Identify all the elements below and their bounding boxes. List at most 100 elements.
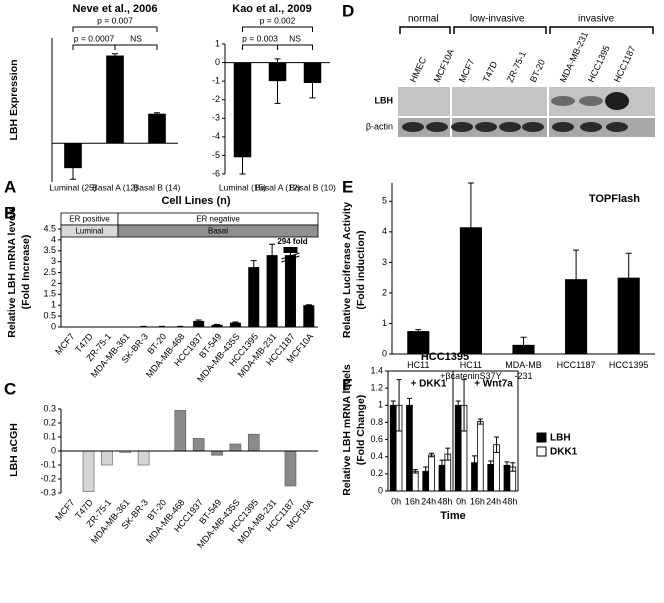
- band: [551, 96, 575, 106]
- chart-title: Neve et al., 2006: [72, 3, 157, 15]
- group-label: low-invasive: [470, 14, 525, 25]
- bar: [476, 421, 484, 492]
- y-tick-label: -0.1: [40, 459, 56, 469]
- bar: [174, 410, 187, 452]
- y-axis-label: LBH aCGH: [8, 423, 20, 477]
- row-label: β-actin: [366, 121, 393, 131]
- y-tick-label: 0: [378, 485, 383, 495]
- error-bar: [494, 436, 500, 453]
- y-tick-label: 2.5: [43, 267, 56, 277]
- bar: [229, 443, 242, 452]
- header-box: [117, 224, 319, 238]
- bracket: [114, 44, 158, 50]
- x-tick-label: 24h: [421, 496, 436, 506]
- band: [475, 122, 497, 132]
- bar: [411, 470, 419, 492]
- error-bar: [112, 53, 118, 58]
- lane-label: MCF7: [457, 57, 476, 83]
- y-tick-label: 0.2: [370, 468, 383, 478]
- group-label: normal: [408, 14, 439, 25]
- error-bar: [195, 319, 202, 323]
- error-bar: [423, 466, 429, 477]
- error-bar: [471, 455, 477, 471]
- panel-label: D: [342, 1, 354, 20]
- y-tick-label: 3.5: [43, 245, 56, 255]
- y-tick-label: 1.5: [43, 289, 56, 299]
- annotation: p = 0.002: [260, 15, 296, 25]
- bar: [211, 324, 223, 327]
- panel-label: C: [4, 379, 16, 398]
- y-tick-label: 1.2: [370, 383, 383, 393]
- y-tick-label: 0: [215, 57, 220, 67]
- y-axis-label: (Fold Increase): [20, 235, 32, 310]
- y-tick-label: 1: [51, 300, 56, 310]
- error-bar: [455, 400, 461, 411]
- x-tick-label: 0h: [456, 496, 466, 506]
- band: [451, 122, 473, 132]
- panel-label: F: [342, 375, 352, 394]
- y-tick-label: 4: [382, 226, 387, 236]
- bracket: [72, 44, 116, 50]
- x-tick-label: 48h: [502, 496, 517, 506]
- y-tick-label: -0.2: [40, 473, 56, 483]
- x-tick-label: 16h: [405, 496, 420, 506]
- group-label: invasive: [578, 14, 615, 25]
- error-bar: [520, 336, 527, 353]
- x-tick-label: 48h: [437, 496, 452, 506]
- x-tick-label: Basal A (12): [255, 182, 301, 192]
- x-tick-label: MCF7: [53, 331, 76, 356]
- x-tick-label: HCC1187: [557, 360, 596, 370]
- y-axis-label: (Fold induction): [355, 230, 367, 309]
- bar: [192, 438, 205, 452]
- x-tick-label: Basal B (10): [289, 182, 336, 192]
- y-tick-label: 0: [382, 348, 387, 358]
- x-tick-label: Luminal (25): [49, 182, 96, 192]
- y-tick-label: -5: [212, 150, 220, 160]
- bar: [229, 322, 241, 327]
- bar: [193, 320, 205, 327]
- lane-label: T47D: [481, 59, 500, 84]
- error-bar: [309, 67, 316, 99]
- error-bar: [510, 462, 516, 472]
- row-label: LBH: [375, 95, 394, 105]
- y-tick-label: 0.8: [370, 417, 383, 427]
- lane-label: ZR-75-1: [505, 50, 528, 84]
- bar: [565, 279, 588, 354]
- band: [522, 122, 544, 132]
- x-tick-label: 0h: [391, 496, 401, 506]
- y-tick-label: 5: [382, 196, 387, 206]
- y-tick-label: 1: [378, 400, 383, 410]
- bar: [148, 113, 166, 144]
- y-tick-label: 0.2: [43, 417, 56, 427]
- x-tick-label: HC11: [407, 360, 429, 370]
- bar: [247, 433, 260, 452]
- error-bar: [461, 379, 467, 432]
- panel-label: B: [4, 203, 16, 222]
- annotation: + Wnt7a: [474, 379, 513, 390]
- annotation: 294 fold: [277, 237, 307, 246]
- legend-swatch: [536, 446, 547, 457]
- bar: [459, 227, 482, 354]
- annotation: + DKK1: [411, 379, 447, 390]
- bar: [617, 277, 640, 354]
- bracket: [242, 26, 313, 32]
- y-tick-label: 0: [51, 445, 56, 455]
- y-axis-label: Relative LBH mRNA levels: [6, 206, 18, 338]
- band: [552, 122, 574, 132]
- bar: [487, 464, 495, 492]
- band: [499, 122, 521, 132]
- lane-label: BT-20: [528, 58, 547, 84]
- bar: [303, 305, 315, 327]
- x-tick-label: HC11 +βcateninS37Y: [440, 360, 501, 381]
- y-tick-label: 3: [382, 257, 387, 267]
- error-bar: [214, 323, 221, 326]
- band: [579, 96, 603, 106]
- break-cap: [283, 247, 298, 253]
- bar: [101, 450, 113, 466]
- x-tick-label: HCC1395: [609, 360, 649, 370]
- y-tick-label: -3: [212, 113, 220, 123]
- error-bar: [477, 418, 483, 425]
- group-bracket: [399, 26, 654, 34]
- y-tick-label: 0.6: [370, 434, 383, 444]
- x-axis-label: Time: [440, 510, 465, 522]
